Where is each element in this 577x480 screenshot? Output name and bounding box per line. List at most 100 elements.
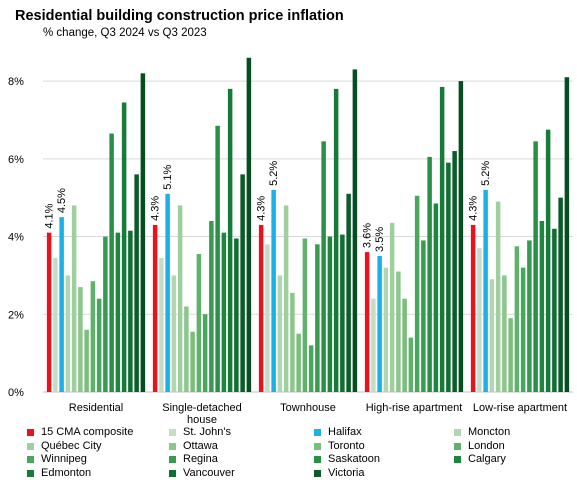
bar [140,73,146,392]
bar [59,217,64,392]
legend-label: St. John's [183,426,231,438]
bar [477,248,482,392]
data-label: 4.3% [150,196,162,221]
bar [446,162,451,392]
bar [277,275,283,392]
legend-swatch [27,429,34,436]
y-tick-label: 2% [8,309,24,321]
bar [227,88,233,393]
bar [371,298,376,392]
data-label: 4.5% [56,188,68,213]
data-label: 4.1% [44,203,56,228]
bar [321,141,326,392]
bar [265,244,270,392]
bar [558,197,563,392]
bar [539,221,545,392]
legend-label: Regina [183,453,218,465]
bar [396,271,401,392]
legend-label: Ottawa [183,439,218,452]
bar [221,232,227,392]
bar [128,230,133,392]
legend-label: Toronto [328,439,365,452]
bar [90,281,96,392]
bar [290,292,295,392]
x-tick-label: High-rise apartment [366,402,463,414]
data-label: 4.3% [468,196,480,221]
bar [545,129,551,393]
bar [71,205,77,392]
legend-label: Saskatoon [328,453,380,465]
y-tick-label: 6% [8,154,24,166]
bar [458,81,464,392]
legend-swatch [314,456,321,463]
bar [377,255,382,392]
bar [514,246,520,392]
bar [308,345,314,392]
legend-swatch [454,456,461,463]
bar [46,232,52,392]
bar [421,240,426,392]
bar [283,205,289,392]
data-label: 5.2% [268,161,280,186]
bar [171,275,177,392]
y-tick-label: 4% [8,232,24,244]
data-label: 3.5% [374,227,386,252]
bar [103,236,108,392]
legend-label: Calgary [468,453,506,465]
bar [333,88,339,393]
bar [184,306,189,392]
bar [177,205,183,392]
x-tick-label: Residential [69,402,123,414]
bar [489,279,495,392]
chart-subtitle: % change, Q3 2024 vs Q3 2023 [43,27,207,39]
legend-label: 15 CMA composite [41,426,134,438]
bar [215,125,220,392]
bar [65,275,71,392]
legend-swatch [314,429,321,436]
bar [533,141,538,392]
legend-swatch [169,429,176,436]
legend-label: London [468,439,505,452]
bar [190,331,195,392]
bar [121,102,127,392]
bar [520,267,526,392]
legend-label: Moncton [468,426,511,438]
bar [389,222,395,392]
legend-swatch [454,429,461,436]
bar [159,257,164,392]
bar [383,267,389,392]
bar [439,86,445,393]
bar [427,156,432,392]
legend-swatch [27,456,34,463]
data-label: 5.2% [480,161,492,186]
bar [352,69,358,393]
bar [96,298,102,392]
x-tick-label: Single-detached [162,402,242,414]
bar [196,254,202,392]
bar [302,238,308,392]
bar [134,174,139,392]
y-tick-label: 0% [8,387,24,399]
bar [564,77,570,392]
data-label: 5.1% [162,165,174,190]
bar [327,236,333,392]
chart-title: Residential building construction price … [15,8,344,24]
bar [53,257,58,392]
legend-label: Winnipeg [41,453,87,465]
bar [408,337,414,392]
legend-swatch [454,442,461,450]
bar [483,189,488,392]
legend-swatch [27,442,34,450]
bar [315,244,320,392]
bar [78,287,83,392]
bar [452,151,457,392]
bar [296,333,301,392]
bar [402,298,407,392]
data-label: 3.6% [362,223,374,248]
bar [502,275,507,392]
bar [527,240,532,392]
bar [165,193,170,392]
bar [552,228,557,392]
bar [414,195,420,392]
